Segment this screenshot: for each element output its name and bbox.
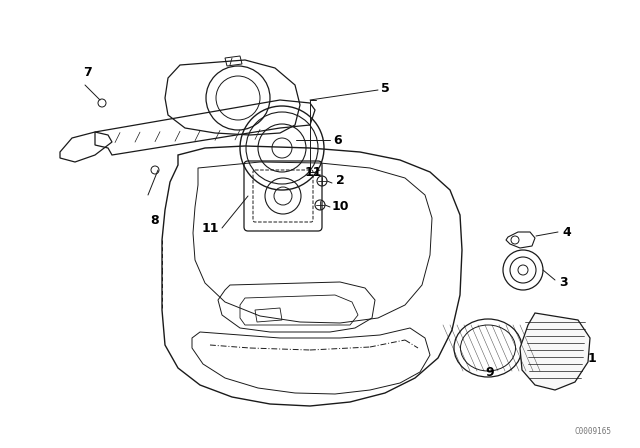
Text: 2: 2: [335, 175, 344, 188]
Text: 10: 10: [332, 201, 349, 214]
Text: 4: 4: [563, 225, 572, 238]
Polygon shape: [520, 313, 590, 390]
Text: 8: 8: [150, 214, 159, 227]
Text: C0009165: C0009165: [575, 427, 611, 436]
Text: 11: 11: [201, 221, 219, 234]
Text: 3: 3: [559, 276, 567, 289]
Text: 11: 11: [304, 165, 322, 178]
Text: 5: 5: [381, 82, 389, 95]
Text: 1: 1: [588, 352, 596, 365]
Text: 9: 9: [486, 366, 494, 379]
Text: 6: 6: [333, 134, 342, 146]
Text: 7: 7: [84, 65, 92, 78]
